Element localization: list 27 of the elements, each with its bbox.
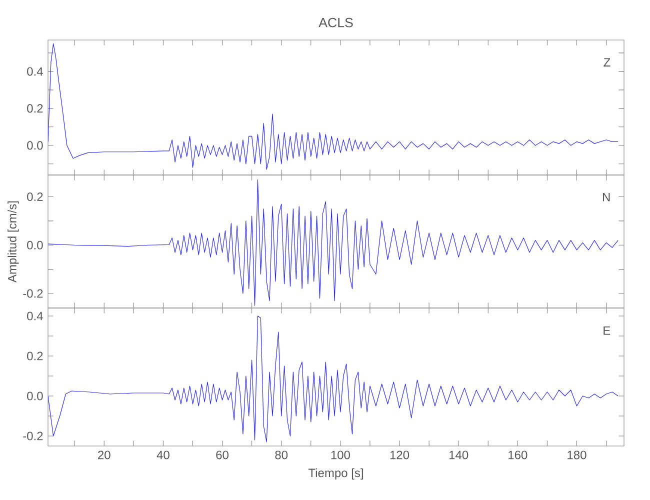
y-tick-label: -0.2 — [23, 289, 43, 298]
annotation: N — [602, 193, 610, 202]
x-tick-label: 80 — [275, 450, 288, 460]
y-axis-title: Amplitud [cm/s] — [8, 201, 19, 282]
chart-title: ACLS — [318, 18, 353, 28]
annotation: E — [604, 326, 610, 335]
x-axis-title: Tiempo [s] — [308, 468, 363, 480]
y-tick-label: 0.0 — [27, 240, 43, 250]
x-tick-label: 60 — [216, 450, 228, 460]
y-tick-label: 0.2 — [27, 104, 43, 113]
y-tick-label: 0.0 — [27, 392, 43, 400]
x-tick-label: 100 — [331, 450, 350, 460]
y-tick-label: 0.0 — [27, 141, 43, 150]
x-tick-label: 180 — [568, 450, 586, 460]
y-tick-label: 0.4 — [27, 312, 43, 320]
y-tick-label: -0.2 — [23, 432, 43, 440]
line-series — [48, 180, 618, 306]
x-tick-label: 120 — [390, 450, 410, 460]
y-tick-label: 0.2 — [27, 352, 43, 360]
x-tick-label: 40 — [156, 450, 170, 460]
line-series — [48, 316, 618, 442]
y-tick-label: 0.2 — [27, 192, 43, 202]
y-tick-label: 0.4 — [27, 67, 43, 76]
x-tick-label: 140 — [449, 450, 468, 460]
x-tick-label: 160 — [508, 450, 528, 460]
x-tick-label: 20 — [98, 450, 110, 460]
annotation: Z — [604, 58, 610, 66]
